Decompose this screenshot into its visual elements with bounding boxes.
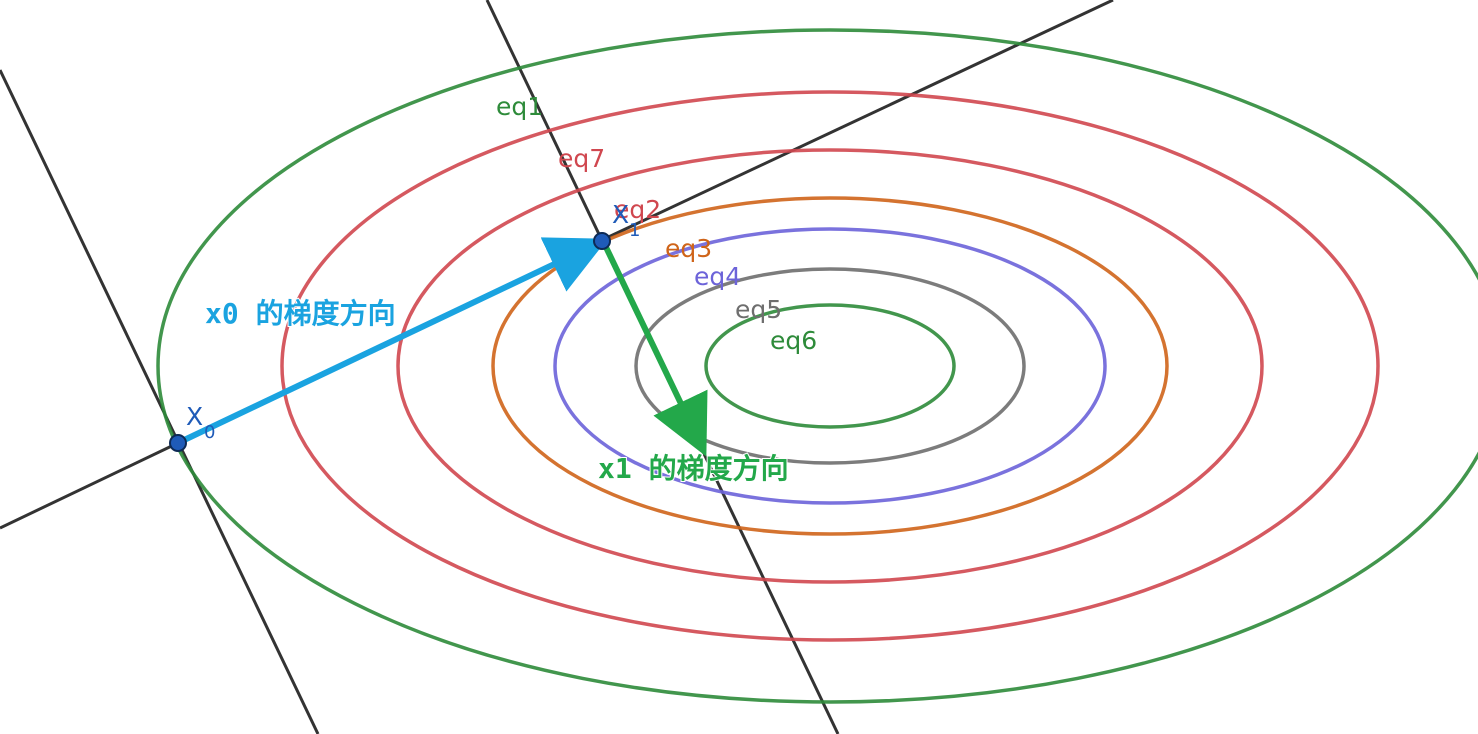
x1-gradient-arrow [601,241,708,457]
label-eq7: eq7 [558,144,605,173]
guide-line-x0-shallow [0,441,179,530]
ellipse-eq2 [396,148,1264,584]
label-eq2: eq2 [614,195,661,224]
ellipse-eq6 [704,303,956,429]
x0-gradient-caption: x0 的梯度方向 [205,297,396,330]
contour-labels: eq1 eq7 eq2 eq3 eq4 eq5 eq6 [496,92,817,355]
point-label-x0: X 0 [186,402,215,443]
svg-text:0: 0 [204,422,215,443]
label-eq6: eq6 [770,326,817,355]
point-label-x1: X 1 [612,200,640,241]
x0-gradient-arrow [178,237,608,445]
label-eq1: eq1 [496,92,543,121]
contour-ellipses [156,28,1478,704]
guide-line-x0-steep [0,69,320,734]
x1-gradient-caption: x1 的梯度方向 [598,452,789,485]
ellipse-eq5 [634,267,1026,465]
ellipse-eq4 [553,227,1107,505]
svg-text:1: 1 [629,220,640,241]
svg-text:X: X [186,402,203,431]
svg-text:X: X [612,200,629,229]
label-eq4: eq4 [694,262,741,291]
ellipse-eq7 [280,90,1380,642]
point-x1[interactable] [593,232,611,250]
label-eq5: eq5 [735,295,782,324]
point-x0[interactable] [169,434,187,452]
ellipse-eq1 [156,28,1478,704]
ellipse-eq3 [491,196,1169,536]
label-eq3: eq3 [665,234,712,263]
guide-line-x1-shallow [601,0,1114,242]
